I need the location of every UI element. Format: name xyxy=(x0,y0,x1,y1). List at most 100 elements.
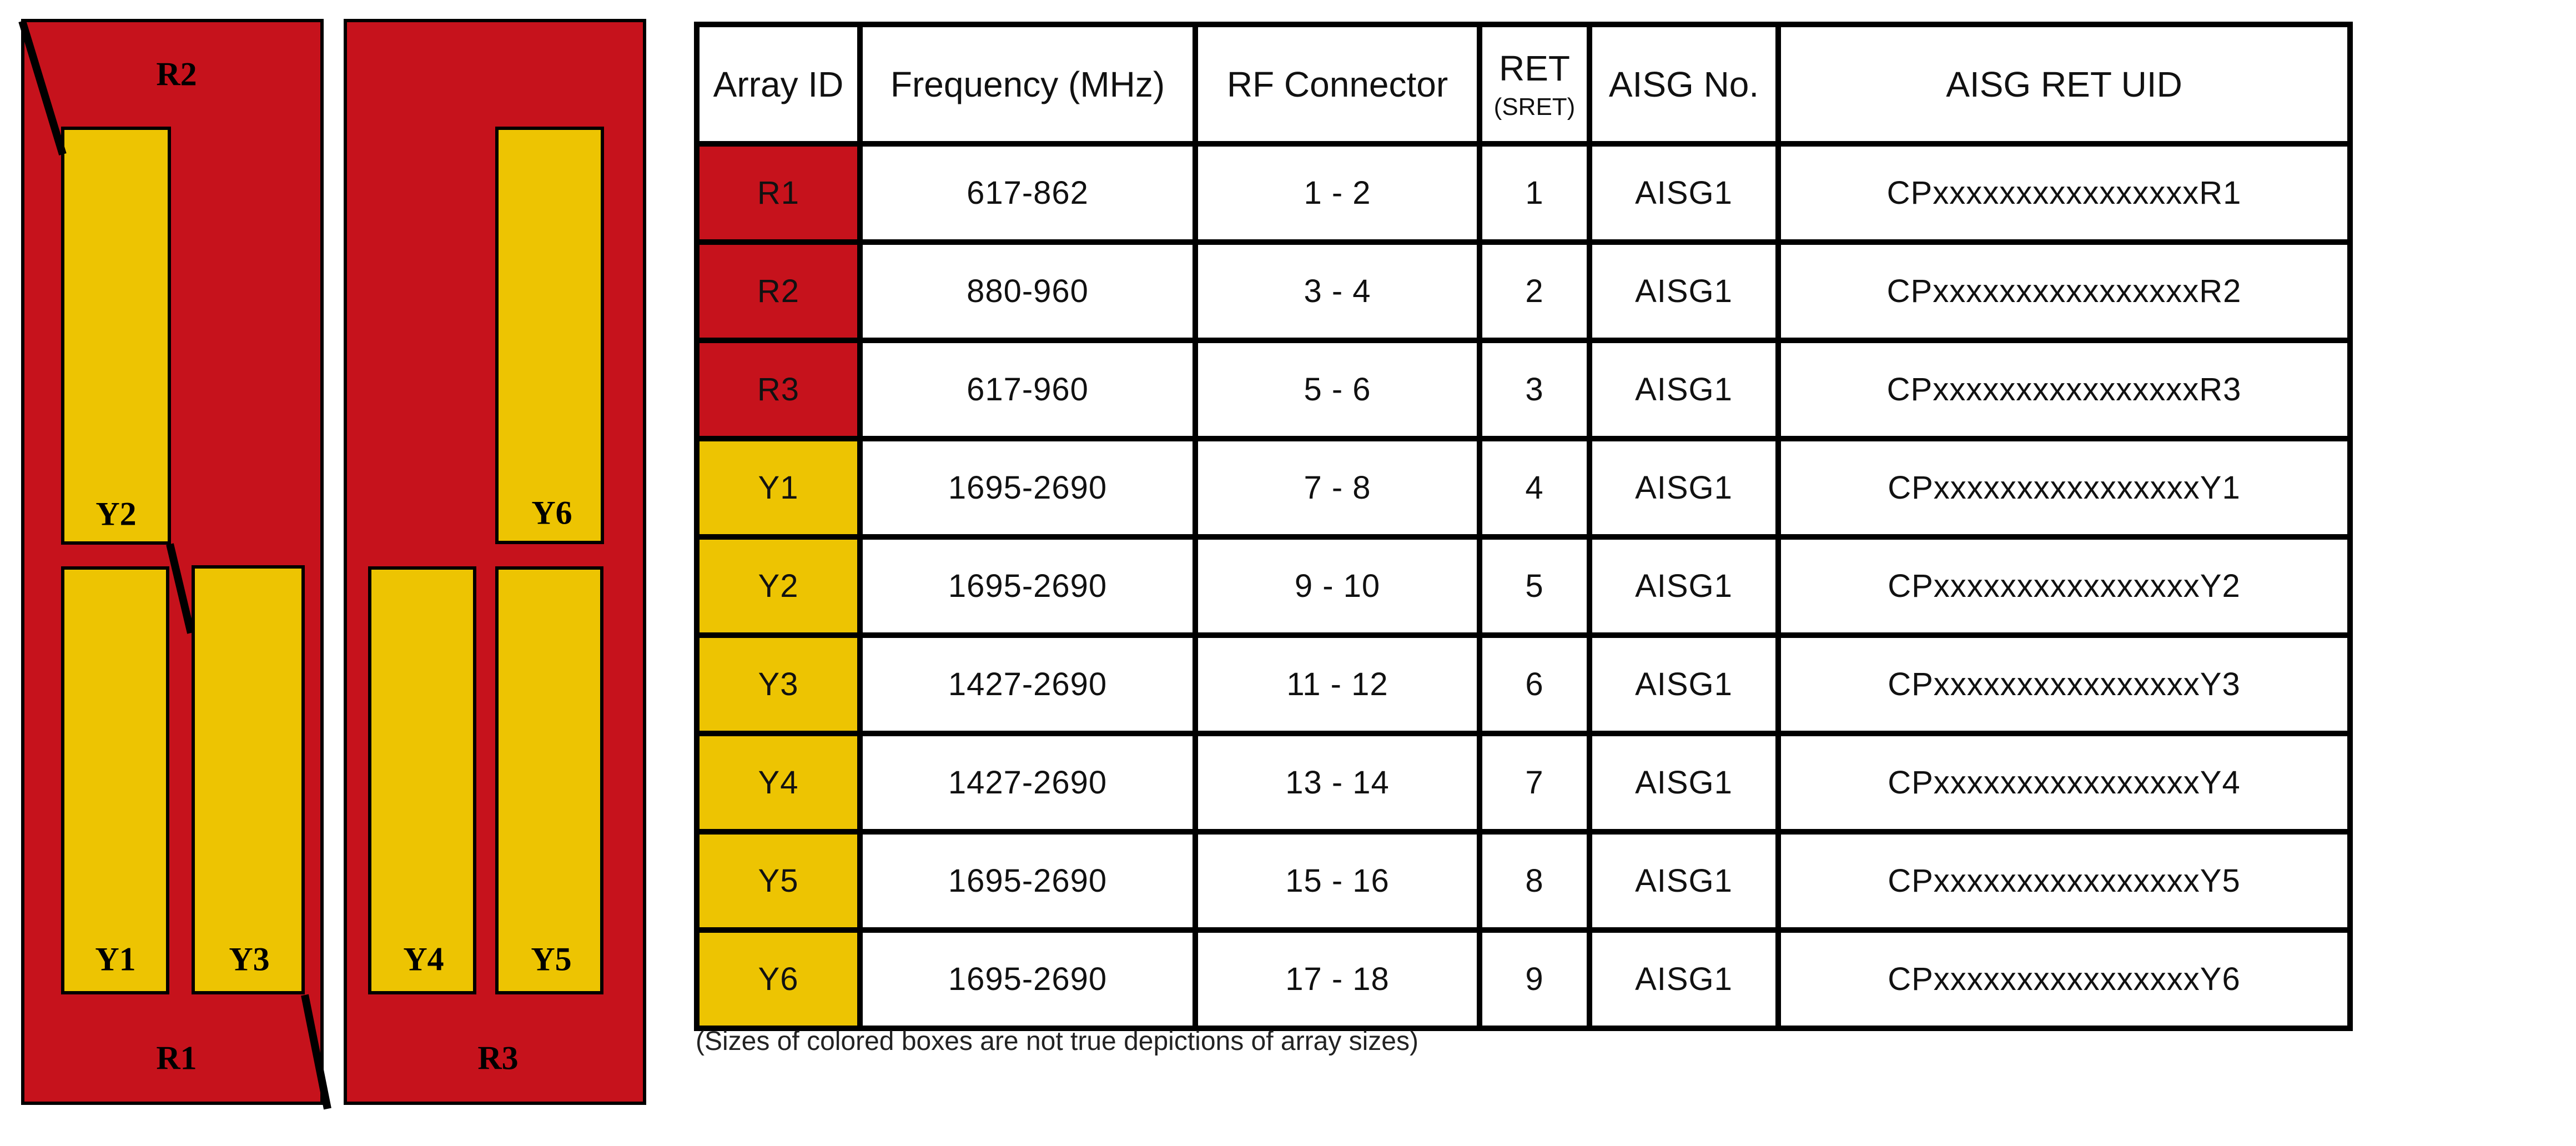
table-row: R3 617-960 5 - 6 3 AISG1 CPxxxxxxxxxxxxxxxxR3 xyxy=(694,338,2353,441)
array-box-y4: Y4 xyxy=(368,566,476,994)
table-row: Y6 1695-2690 17 - 18 9 AISG1 CPxxxxxxxxxxxxxx… xyxy=(694,927,2353,1031)
table-row: Y1 1695-2690 7 - 8 4 AISG1 CPxxxxxxxxxxxxxxxx… xyxy=(694,436,2353,540)
cell-uid: CPxxxxxxxxxxxxxxxxY6 xyxy=(1775,927,2353,1031)
cell-frequency: 617-960 xyxy=(857,338,1198,441)
cell-frequency: 1695-2690 xyxy=(857,436,1198,540)
header-label: RF Connector xyxy=(1226,64,1448,104)
cell-array-id: Y5 xyxy=(694,829,863,933)
cell-array-id: Y3 xyxy=(694,632,863,736)
array-label-y2: Y2 xyxy=(95,495,137,532)
cell-rf-connector: 17 - 18 xyxy=(1193,927,1482,1031)
divider-line-top xyxy=(18,19,67,156)
cell-frequency: 1695-2690 xyxy=(857,829,1198,933)
cell-frequency: 1695-2690 xyxy=(857,534,1198,638)
cell-aisg-no: AISG1 xyxy=(1587,338,1781,441)
cell-frequency: 1695-2690 xyxy=(857,927,1198,1031)
cell-uid: CPxxxxxxxxxxxxxxxxY3 xyxy=(1775,632,2353,736)
array-box-y1: Y1 xyxy=(61,566,169,994)
cell-array-id: Y6 xyxy=(694,927,863,1031)
cell-rf-connector: 3 - 4 xyxy=(1193,239,1482,343)
table-row: R2 880-960 3 - 4 2 AISG1 CPxxxxxxxxxxxxxxxxR2 xyxy=(694,239,2353,343)
column-header-ret: RET (SRET) xyxy=(1477,22,1592,147)
cell-array-id: R2 xyxy=(694,239,863,343)
cell-ret: 9 xyxy=(1477,927,1592,1031)
divider-line-bottom xyxy=(301,994,331,1110)
array-label-r1: R1 xyxy=(156,1039,197,1077)
cell-ret: 7 xyxy=(1477,731,1592,835)
ret-assignment-table: Array ID Frequency (MHz) RF Connector RET (S… xyxy=(694,22,2353,1031)
array-divider-lines xyxy=(18,19,331,1110)
cell-ret: 6 xyxy=(1477,632,1592,736)
cell-uid: CPxxxxxxxxxxxxxxxxY4 xyxy=(1775,731,2353,835)
array-label-r3: R3 xyxy=(477,1039,519,1077)
cell-uid: CPxxxxxxxxxxxxxxxxY5 xyxy=(1775,829,2353,933)
cell-uid: CPxxxxxxxxxxxxxxxxR1 xyxy=(1775,141,2353,245)
header-row: Array ID Frequency (MHz) RF Connector RET (S… xyxy=(694,22,2353,147)
cell-rf-connector: 7 - 8 xyxy=(1193,436,1482,540)
cell-array-id: Y4 xyxy=(694,731,863,835)
cell-ret: 4 xyxy=(1477,436,1592,540)
cell-rf-connector: 1 - 2 xyxy=(1193,141,1482,245)
table-body: R1 617-862 1 - 2 1 AISG1 CPxxxxxxxxxxxxxxxxR1… xyxy=(694,141,2353,1031)
array-label-r2: R2 xyxy=(156,56,197,93)
header-label: Frequency (MHz) xyxy=(890,64,1165,104)
array-box-y5: Y5 xyxy=(495,566,603,994)
table-header: Array ID Frequency (MHz) RF Connector RET (S… xyxy=(694,22,2353,147)
cell-array-id: R3 xyxy=(694,338,863,441)
header-sublabel: (SRET) xyxy=(1493,93,1576,120)
column-header-aisg-no-: AISG No. xyxy=(1587,22,1781,147)
cell-frequency: 880-960 xyxy=(857,239,1198,343)
array-label-y5: Y5 xyxy=(531,941,572,978)
cell-aisg-no: AISG1 xyxy=(1587,534,1781,638)
cell-aisg-no: AISG1 xyxy=(1587,731,1781,835)
cell-rf-connector: 13 - 14 xyxy=(1193,731,1482,835)
cell-aisg-no: AISG1 xyxy=(1587,927,1781,1031)
cell-rf-connector: 15 - 16 xyxy=(1193,829,1482,933)
header-label: Array ID xyxy=(713,64,844,104)
cell-ret: 5 xyxy=(1477,534,1592,638)
array-label-y1: Y1 xyxy=(95,941,136,978)
cell-array-id: Y1 xyxy=(694,436,863,540)
cell-rf-connector: 9 - 10 xyxy=(1193,534,1482,638)
column-header-array-id: Array ID xyxy=(694,22,863,147)
cell-aisg-no: AISG1 xyxy=(1587,436,1781,540)
cell-frequency: 617-862 xyxy=(857,141,1198,245)
cell-ret: 2 xyxy=(1477,239,1592,343)
cell-aisg-no: AISG1 xyxy=(1587,829,1781,933)
table-row: Y2 1695-2690 9 - 10 5 AISG1 CPxxxxxxxxxxxxxxx… xyxy=(694,534,2353,638)
cell-ret: 8 xyxy=(1477,829,1592,933)
header-label: AISG RET UID xyxy=(1946,64,2182,104)
divider-line-middle xyxy=(166,543,195,634)
table-row: Y4 1427-2690 13 - 14 7 AISG1 CPxxxxxxxxxxxxxx… xyxy=(694,731,2353,835)
cell-aisg-no: AISG1 xyxy=(1587,239,1781,343)
cell-aisg-no: AISG1 xyxy=(1587,141,1781,245)
array-label-y3: Y3 xyxy=(229,941,270,978)
size-disclaimer-note: (Sizes of colored boxes are not true dep… xyxy=(696,1027,1418,1056)
column-header-frequency-mhz-: Frequency (MHz) xyxy=(857,22,1198,147)
cell-ret: 1 xyxy=(1477,141,1592,245)
cell-aisg-no: AISG1 xyxy=(1587,632,1781,736)
column-header-rf-connector: RF Connector xyxy=(1193,22,1482,147)
array-box-y6: Y6 xyxy=(495,127,604,544)
table-row: Y5 1695-2690 15 - 16 8 AISG1 CPxxxxxxxxxxxxxx… xyxy=(694,829,2353,933)
cell-rf-connector: 5 - 6 xyxy=(1193,338,1482,441)
array-box-y2: Y2 xyxy=(61,127,171,545)
array-label-y6: Y6 xyxy=(531,494,572,531)
array-label-y4: Y4 xyxy=(403,941,444,978)
cell-rf-connector: 11 - 12 xyxy=(1193,632,1482,736)
cell-array-id: Y2 xyxy=(694,534,863,638)
cell-array-id: R1 xyxy=(694,141,863,245)
cell-uid: CPxxxxxxxxxxxxxxxxR3 xyxy=(1775,338,2353,441)
cell-uid: CPxxxxxxxxxxxxxxxxR2 xyxy=(1775,239,2353,343)
array-box-y3: Y3 xyxy=(192,565,305,994)
cell-uid: CPxxxxxxxxxxxxxxxxY1 xyxy=(1775,436,2353,540)
cell-frequency: 1427-2690 xyxy=(857,731,1198,835)
table-row: Y3 1427-2690 11 - 12 6 AISG1 CPxxxxxxxxxxxxxx… xyxy=(694,632,2353,736)
cell-uid: CPxxxxxxxxxxxxxxxxY2 xyxy=(1775,534,2353,638)
cell-ret: 3 xyxy=(1477,338,1592,441)
column-header-aisg-ret-uid: AISG RET UID xyxy=(1775,22,2353,147)
cell-frequency: 1427-2690 xyxy=(857,632,1198,736)
header-label: AISG No. xyxy=(1608,64,1759,104)
table-row: R1 617-862 1 - 2 1 AISG1 CPxxxxxxxxxxxxxxxxR1 xyxy=(694,141,2353,245)
